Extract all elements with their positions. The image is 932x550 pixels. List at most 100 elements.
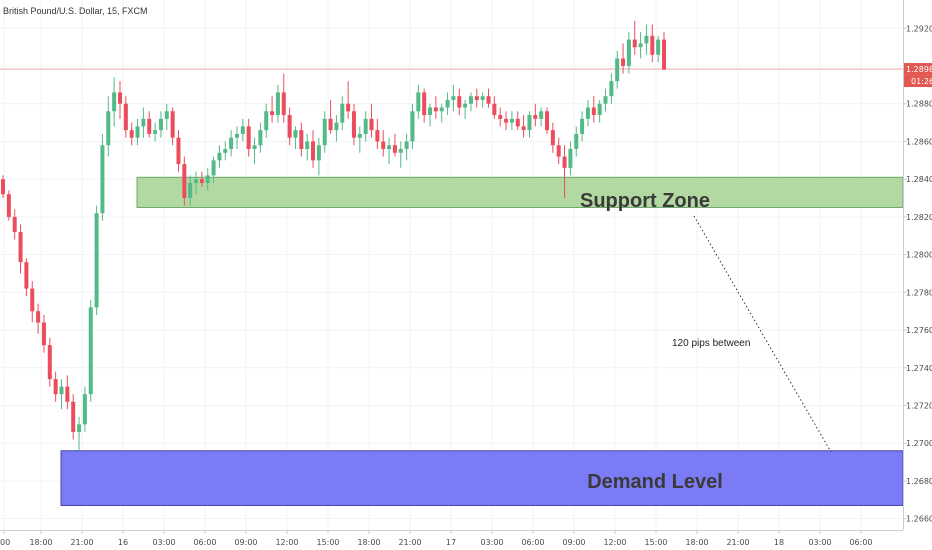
candle-body [305, 141, 310, 150]
time-axis-tick-label: 09:00 [562, 538, 585, 547]
price-axis-tick-label: 1.26800 [906, 477, 932, 486]
candle-body [170, 111, 175, 138]
candle-body [369, 118, 374, 131]
candle-body [147, 118, 152, 134]
price-axis-tick-label: 1.27200 [906, 402, 932, 411]
candle-body [562, 156, 567, 168]
time-axis-tick-label: 21:00 [726, 538, 749, 547]
time-axis-tick-label: 06:00 [521, 538, 544, 547]
candle-body [509, 118, 514, 123]
support-zone-rect[interactable] [136, 176, 904, 208]
price-axis-tick-label: 1.27400 [906, 364, 932, 373]
candle-body [100, 145, 105, 214]
price-axis-tick-label: 1.28200 [906, 213, 932, 222]
candle-body [556, 145, 561, 157]
time-axis-tick-label: 21:00 [70, 538, 93, 547]
candle-body [30, 288, 35, 312]
candle-body [433, 107, 438, 112]
candle-body [486, 96, 491, 104]
candle-body [240, 126, 245, 134]
candle-body [650, 35, 655, 55]
candle-body [1, 179, 5, 195]
candle-body [521, 126, 526, 131]
candle-body [77, 424, 82, 432]
time-axis-tick-label: 06:00 [849, 538, 872, 547]
candle-body [281, 92, 286, 116]
price-axis-background [903, 0, 932, 550]
time-axis-tick-label: 18:00 [357, 538, 380, 547]
candle-body [311, 141, 316, 161]
candle-body [182, 164, 187, 199]
price-axis-tick-label: 1.28400 [906, 175, 932, 184]
candle-body [223, 149, 228, 153]
candle-body [615, 58, 620, 82]
time-axis-tick-label: 17 [446, 538, 456, 547]
price-axis-tick-label: 1.29200 [906, 24, 932, 33]
candle-body [632, 39, 637, 48]
price-axis-tick-label: 1.27600 [906, 326, 932, 335]
candle-body [18, 231, 23, 263]
candle-body [234, 133, 239, 138]
candle-body [451, 96, 456, 100]
candle-body [188, 182, 193, 199]
candle-body [580, 118, 585, 134]
candle-body [422, 92, 427, 116]
candle-body [504, 118, 509, 123]
candle-body [609, 81, 614, 97]
candle-body [387, 145, 392, 150]
current-price-badge [904, 63, 932, 76]
time-axis-tick-label: 15:00 [644, 538, 667, 547]
candle-body [545, 111, 550, 131]
time-axis-tick-label: 18:00 [29, 538, 52, 547]
candle-body [626, 39, 631, 67]
candle-body [229, 137, 234, 150]
candle-body [153, 130, 158, 134]
price-axis-tick-label: 1.27800 [906, 288, 932, 297]
candle-body [416, 92, 421, 112]
candle-body [644, 35, 649, 44]
candle-body [439, 107, 444, 112]
symbol-title: British Pound/U.S. Dollar, 15, FXCM [3, 6, 148, 16]
candle-body [463, 103, 468, 108]
time-axis-tick-label: 00 [0, 538, 10, 547]
candle-body [41, 322, 46, 346]
time-axis-tick-label: 06:00 [193, 538, 216, 547]
candle-body [492, 103, 497, 116]
price-axis-tick-label: 1.28800 [906, 100, 932, 109]
demand-level-label: Demand Level [587, 471, 723, 493]
candle-body [252, 145, 257, 150]
candle-body [498, 115, 503, 119]
candle-body [351, 111, 356, 138]
candle-body [211, 160, 216, 176]
candle-body [24, 262, 29, 289]
candle-body [656, 39, 661, 55]
candle-body [328, 118, 333, 131]
candle-body [392, 145, 397, 153]
time-axis-tick-label: 03:00 [480, 538, 503, 547]
candle-body [574, 133, 579, 150]
candle-body [12, 216, 17, 232]
candle-body [457, 96, 462, 108]
candle-body [164, 111, 169, 119]
candle-body [381, 141, 386, 150]
candle-body [591, 107, 596, 116]
candle-body [603, 96, 608, 104]
time-axis-tick-label: 12:00 [603, 538, 626, 547]
price-axis-tick-label: 1.28600 [906, 137, 932, 146]
candle-body [515, 118, 520, 127]
demand-zone-rect[interactable] [60, 450, 904, 506]
time-axis-tick-label: 03:00 [808, 538, 831, 547]
support-zone-label: Support Zone [580, 190, 710, 212]
candle-body [94, 213, 99, 308]
time-axis-tick-label: 15:00 [316, 538, 339, 547]
candle-body [36, 311, 41, 323]
price-axis-tick-label: 1.26600 [906, 515, 932, 524]
candle-body [59, 386, 64, 395]
pips-note-label: 120 pips between [672, 338, 750, 349]
candle-body [539, 111, 544, 119]
time-axis-tick-label: 18 [774, 538, 784, 547]
candle-body [585, 107, 590, 119]
price-axis-tick-label: 1.27000 [906, 439, 932, 448]
